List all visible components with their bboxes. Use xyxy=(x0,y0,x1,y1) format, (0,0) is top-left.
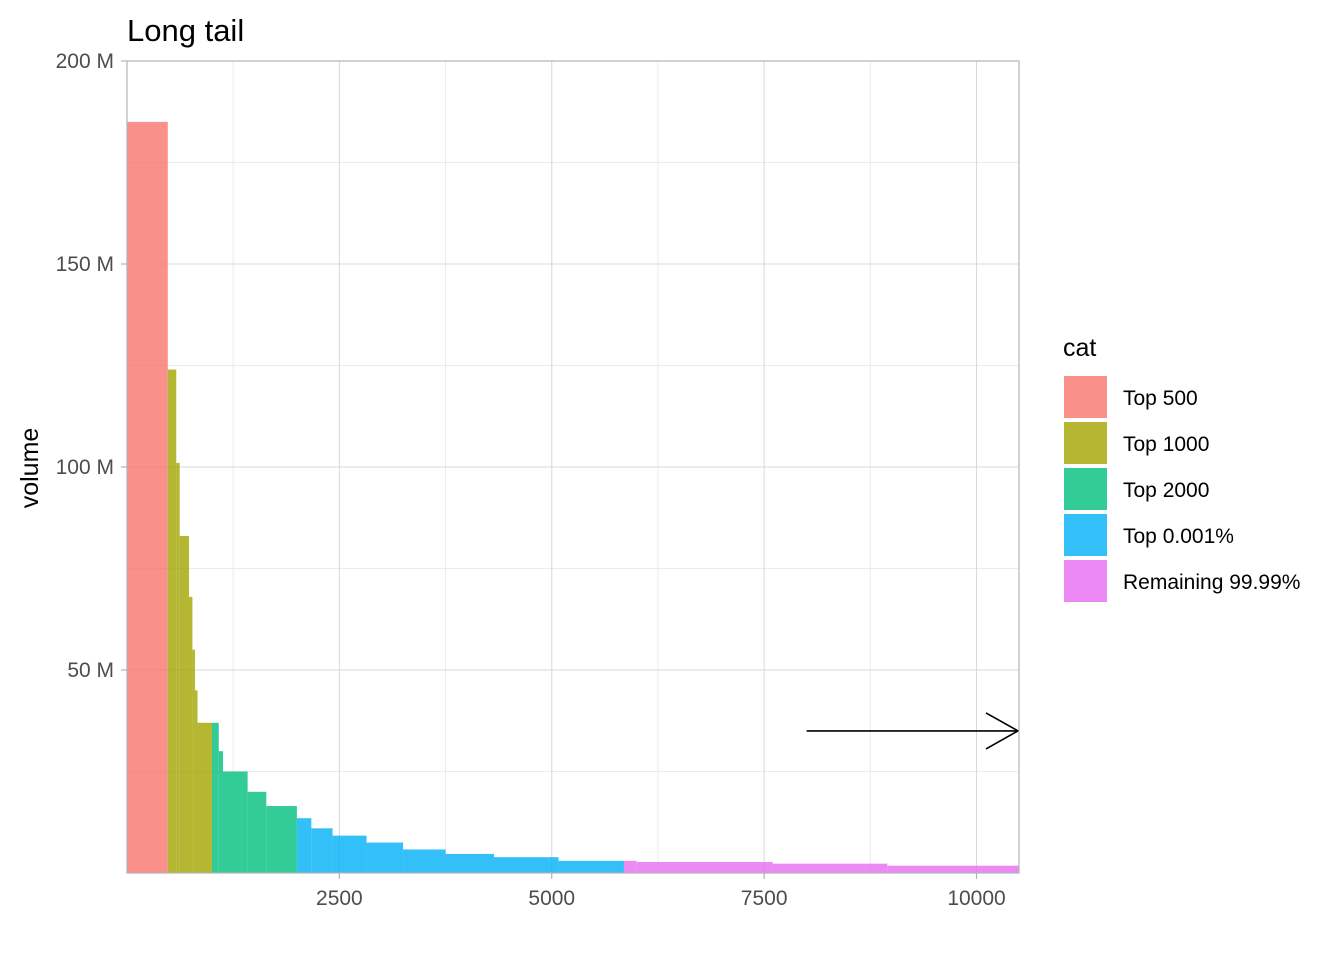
bar xyxy=(623,860,637,873)
arrow-head xyxy=(985,712,1020,750)
bar xyxy=(194,690,198,873)
bar xyxy=(332,835,367,873)
bar xyxy=(197,722,212,873)
bar xyxy=(887,865,1019,873)
legend: cat Top 500 Top 1000 Top 2000 Top 0.001% Rem… xyxy=(1063,334,1300,602)
bar xyxy=(403,849,446,873)
x-tick-label: 5000 xyxy=(528,887,575,910)
y-axis-label: volume xyxy=(16,428,44,509)
y-tick-label: 100 M xyxy=(56,456,114,479)
legend-label: Top 1000 xyxy=(1123,433,1209,456)
bar xyxy=(176,462,180,873)
bar xyxy=(247,791,267,873)
y-tick-label: 200 M xyxy=(56,50,114,73)
bar xyxy=(222,771,248,873)
bar xyxy=(218,751,223,873)
bars xyxy=(127,121,1019,873)
bar xyxy=(311,828,333,873)
bar xyxy=(127,121,168,873)
y-tick-label: 50 M xyxy=(67,659,114,682)
bar xyxy=(266,806,297,873)
x-tick-label: 2500 xyxy=(316,887,363,910)
bar xyxy=(772,863,888,873)
bar xyxy=(192,649,195,873)
bar xyxy=(211,722,219,873)
x-tick-label: 7500 xyxy=(741,887,788,910)
legend-label: Remaining 99.99% xyxy=(1123,571,1300,594)
bar xyxy=(493,857,559,873)
gridlines xyxy=(127,60,1019,873)
annotations xyxy=(806,712,1020,750)
axes xyxy=(121,60,1020,879)
chart-title: Long tail xyxy=(127,13,244,48)
legend-swatch xyxy=(1064,560,1107,602)
legend-swatch xyxy=(1064,468,1107,510)
legend-swatch xyxy=(1064,376,1107,418)
bar xyxy=(366,842,404,873)
x-tick-labels: 2500 5000 7500 10000 xyxy=(316,887,1006,910)
legend-label: Top 500 xyxy=(1123,387,1198,410)
bar xyxy=(179,536,190,873)
legend-swatch xyxy=(1064,422,1107,464)
y-tick-labels: 50 M 100 M 150 M 200 M xyxy=(56,50,114,682)
x-tick-label: 10000 xyxy=(947,887,1005,910)
bar xyxy=(445,853,494,873)
y-tick-label: 150 M xyxy=(56,253,114,276)
bar xyxy=(558,860,624,873)
bar xyxy=(189,596,193,873)
bar xyxy=(636,862,773,873)
legend-label: Top 2000 xyxy=(1123,479,1209,502)
legend-swatch xyxy=(1064,514,1107,556)
legend-label: Top 0.001% xyxy=(1123,525,1234,548)
bar xyxy=(296,818,312,873)
bar xyxy=(167,369,177,873)
legend-title: cat xyxy=(1063,334,1096,362)
